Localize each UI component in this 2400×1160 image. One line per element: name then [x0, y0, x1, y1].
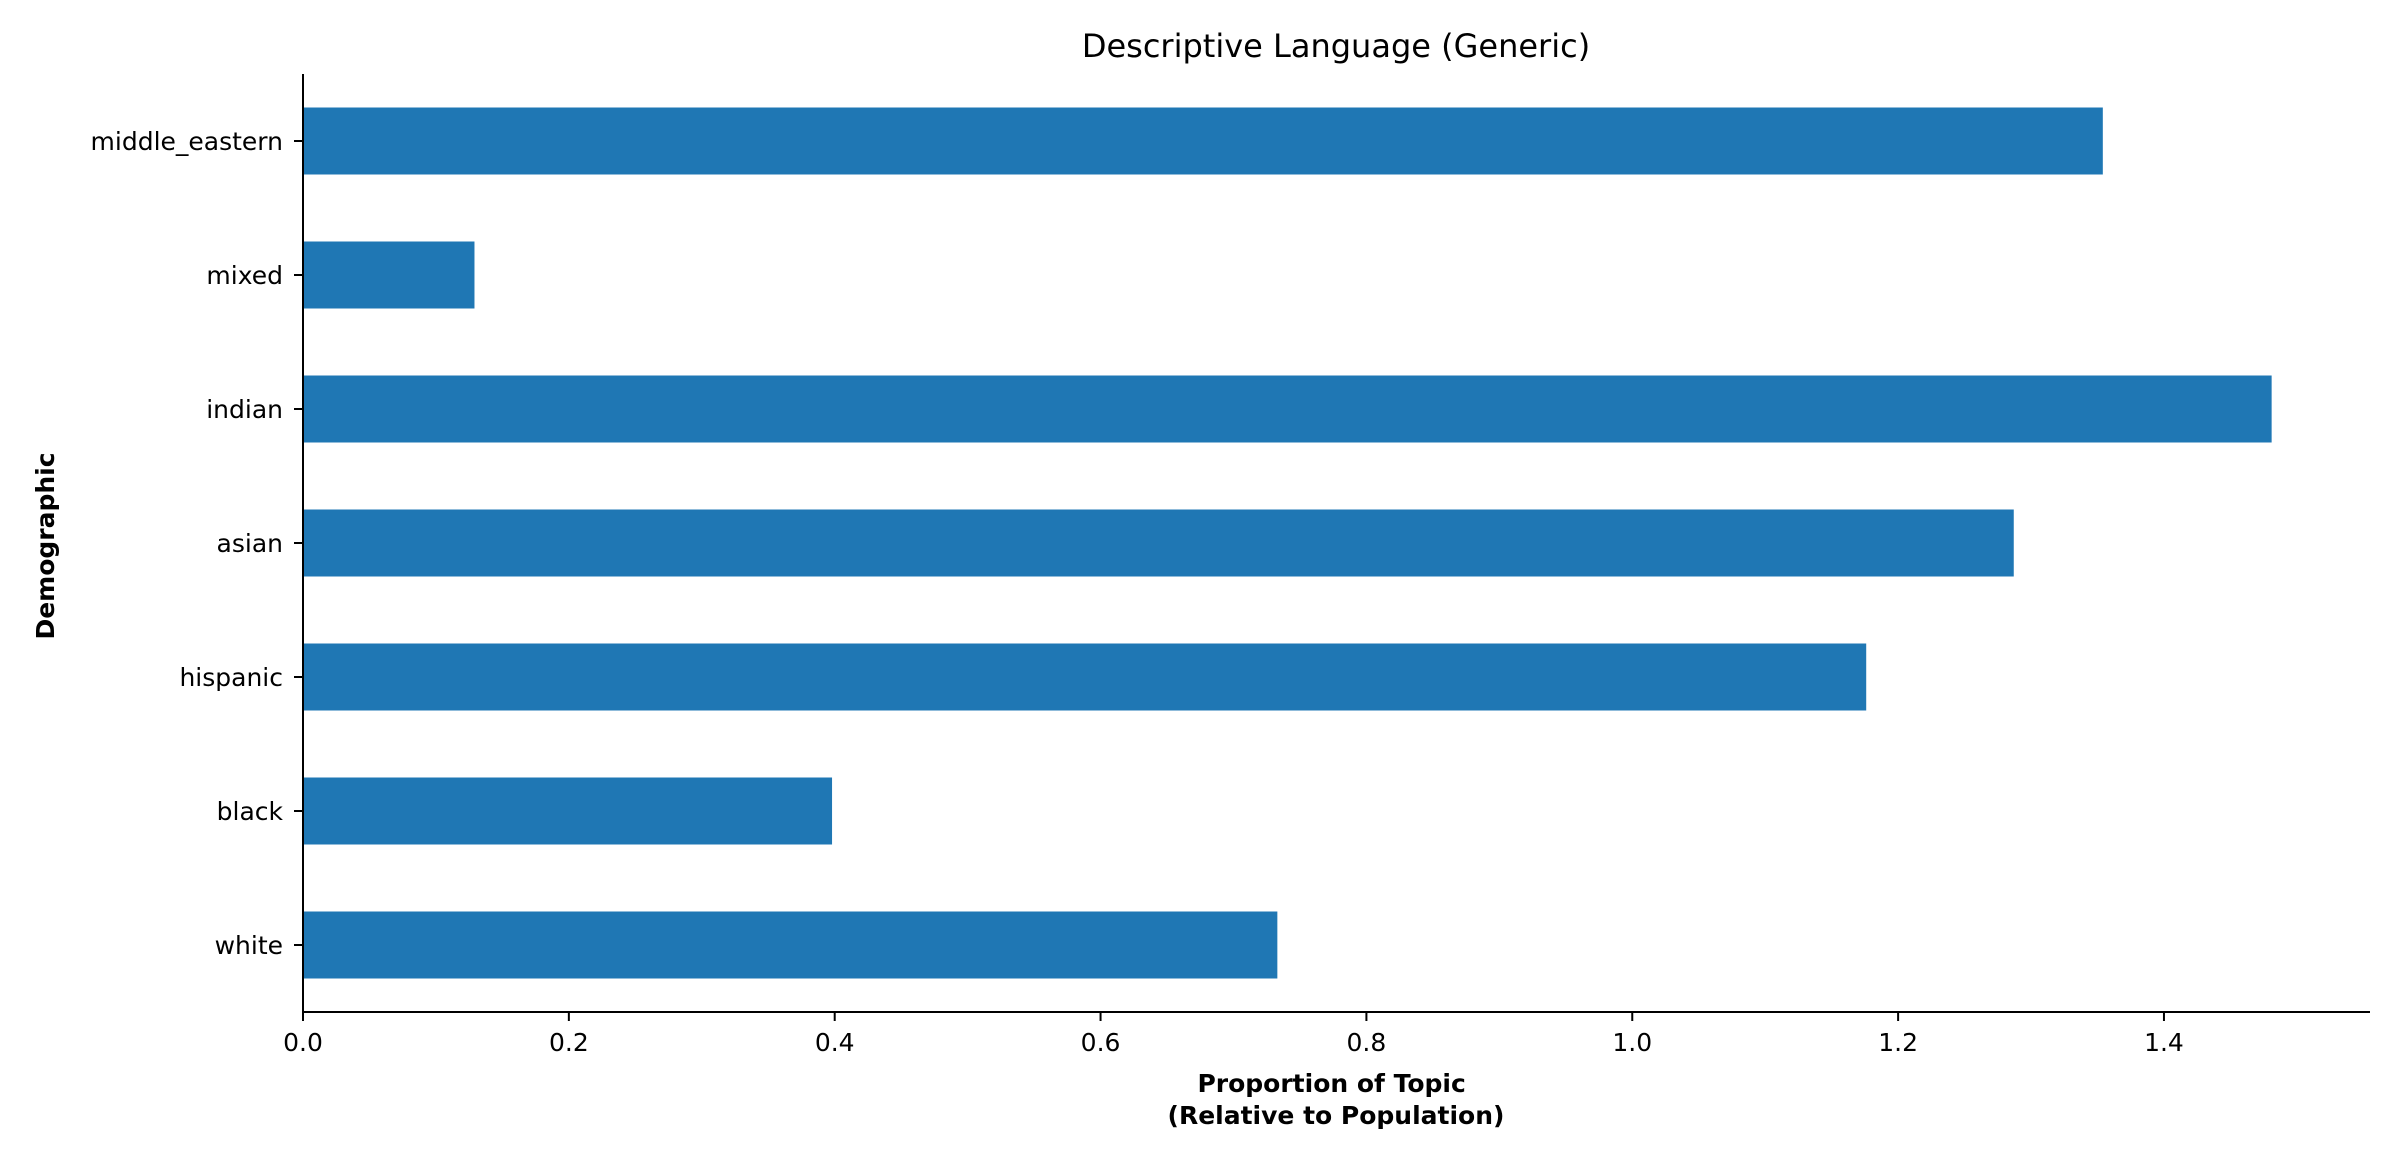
x-axis-label-line-2: (Relative to Population): [1168, 1101, 1505, 1130]
y-tick-label-white: white: [215, 931, 283, 960]
x-axis-ticks: 0.0 0.2 0.4 0.6 0.8 1.0 1.2 1.4: [283, 1012, 2184, 1057]
y-axis-ticks: white black hispanic asian indian mixed middle…: [91, 127, 303, 960]
bar-mixed: [303, 241, 475, 309]
bar-asian: [303, 509, 2014, 577]
x-tick-label: 1.0: [1612, 1028, 1652, 1057]
bar-hispanic: [303, 643, 1867, 711]
bar-middle_eastern: [303, 107, 2103, 175]
y-tick-label-hispanic: hispanic: [179, 663, 283, 692]
x-tick-label: 0.6: [1081, 1028, 1121, 1057]
x-tick-label: 0.4: [815, 1028, 855, 1057]
x-tick-label: 1.4: [2144, 1028, 2184, 1057]
x-tick-label: 0.2: [549, 1028, 589, 1057]
bar-white: [303, 911, 1278, 979]
bar-indian: [303, 375, 2272, 443]
x-tick-label: 0.0: [283, 1028, 323, 1057]
bar-black: [303, 777, 833, 845]
x-tick-label: 1.2: [1878, 1028, 1918, 1057]
chart-title: Descriptive Language (Generic): [1082, 27, 1590, 65]
x-axis-label: Proportion of Topic (Relative to Populat…: [1168, 1069, 1505, 1130]
y-axis-label: Demographic: [31, 452, 60, 639]
x-tick-label: 0.8: [1347, 1028, 1387, 1057]
y-tick-label-mixed: mixed: [206, 261, 283, 290]
bars-group: [303, 107, 2272, 979]
y-tick-label-black: black: [217, 797, 284, 826]
x-axis-label-line-1: Proportion of Topic: [1197, 1069, 1465, 1098]
y-tick-label-asian: asian: [217, 529, 283, 558]
y-tick-label-indian: indian: [206, 395, 283, 424]
y-tick-label-middle_eastern: middle_eastern: [91, 127, 283, 156]
